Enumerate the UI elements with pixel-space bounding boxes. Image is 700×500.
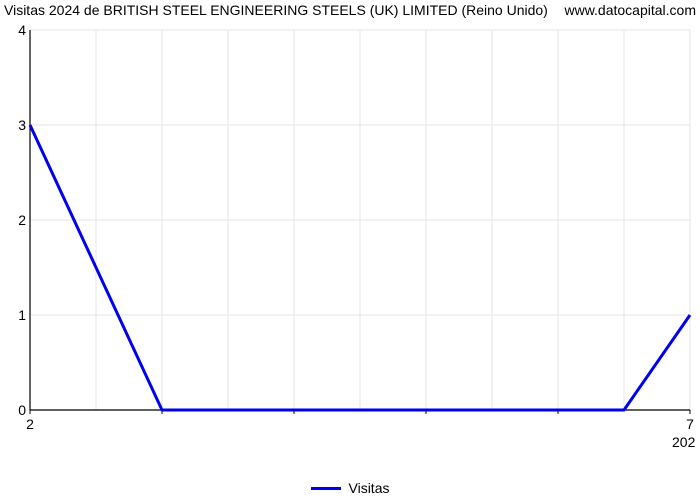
legend-label: Visitas [349,480,390,496]
line-chart-svg [0,22,700,452]
x-tick-label: 7 [686,416,694,432]
y-tick-label: 1 [6,307,26,323]
y-tick-label: 3 [6,117,26,133]
chart-area: 0 1 2 3 4 2 7 202 [0,22,700,452]
y-tick-label: 0 [6,402,26,418]
legend-swatch [311,487,341,490]
y-tick-label: 2 [6,212,26,228]
chart-legend: Visitas [0,480,700,496]
x-tick-label: 2 [26,416,34,432]
year-partial-label: 202 [672,434,695,450]
chart-title: Visitas 2024 de BRITISH STEEL ENGINEERIN… [4,2,548,18]
y-tick-label: 4 [6,22,26,38]
watermark-text: www.datocapital.com [564,2,696,18]
